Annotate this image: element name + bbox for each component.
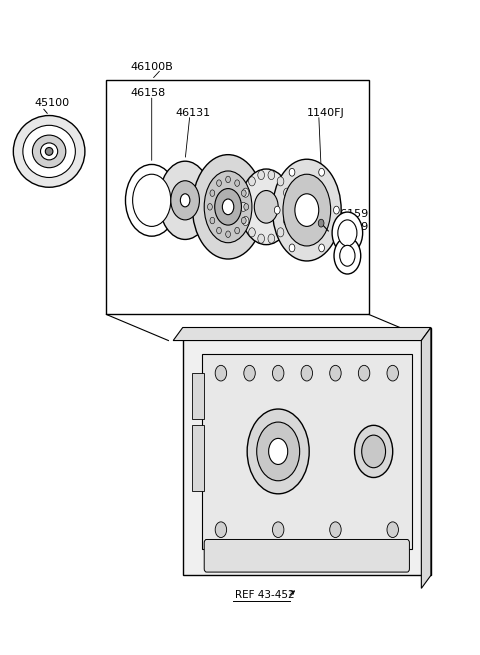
Circle shape xyxy=(330,365,341,381)
Circle shape xyxy=(277,228,284,237)
Circle shape xyxy=(244,204,249,210)
Circle shape xyxy=(289,244,295,252)
Circle shape xyxy=(319,244,324,252)
Ellipse shape xyxy=(40,143,58,160)
Text: 46158: 46158 xyxy=(130,88,166,98)
Circle shape xyxy=(269,438,288,464)
Polygon shape xyxy=(183,328,431,575)
Circle shape xyxy=(207,204,212,210)
Circle shape xyxy=(284,216,290,225)
Ellipse shape xyxy=(23,125,75,178)
Circle shape xyxy=(268,234,275,243)
Circle shape xyxy=(284,188,290,197)
Ellipse shape xyxy=(180,194,190,207)
Circle shape xyxy=(277,177,284,186)
Circle shape xyxy=(215,365,227,381)
Circle shape xyxy=(257,422,300,481)
Polygon shape xyxy=(107,80,369,314)
Ellipse shape xyxy=(332,212,363,253)
Text: 46100B: 46100B xyxy=(130,62,173,72)
Ellipse shape xyxy=(204,171,252,243)
Text: 46131: 46131 xyxy=(176,107,211,117)
Circle shape xyxy=(289,168,295,176)
Text: REF 43-452: REF 43-452 xyxy=(235,590,295,600)
Circle shape xyxy=(330,522,341,538)
Circle shape xyxy=(387,522,398,538)
Ellipse shape xyxy=(13,115,85,187)
Circle shape xyxy=(235,227,240,234)
Circle shape xyxy=(286,202,292,212)
Circle shape xyxy=(241,190,246,196)
Ellipse shape xyxy=(338,220,357,246)
Circle shape xyxy=(216,227,221,234)
Circle shape xyxy=(275,206,280,214)
Bar xyxy=(192,425,204,491)
Circle shape xyxy=(359,365,370,381)
Circle shape xyxy=(258,234,264,243)
Ellipse shape xyxy=(192,155,264,259)
Ellipse shape xyxy=(283,174,331,246)
Ellipse shape xyxy=(159,161,211,240)
Circle shape xyxy=(319,168,324,176)
Circle shape xyxy=(215,522,227,538)
Circle shape xyxy=(242,188,249,197)
Text: 46159: 46159 xyxy=(333,209,368,219)
Circle shape xyxy=(235,180,240,187)
Ellipse shape xyxy=(215,189,241,225)
Circle shape xyxy=(334,206,339,214)
Polygon shape xyxy=(173,328,431,341)
Circle shape xyxy=(242,216,249,225)
Ellipse shape xyxy=(295,194,319,227)
Circle shape xyxy=(247,409,309,494)
Text: 45100: 45100 xyxy=(35,98,70,107)
Ellipse shape xyxy=(334,238,361,274)
Circle shape xyxy=(301,365,312,381)
Polygon shape xyxy=(202,354,412,550)
Circle shape xyxy=(268,170,275,179)
Text: 46159: 46159 xyxy=(333,221,368,232)
Circle shape xyxy=(318,219,324,227)
Circle shape xyxy=(362,435,385,468)
Circle shape xyxy=(273,522,284,538)
Ellipse shape xyxy=(254,191,278,223)
Circle shape xyxy=(210,190,215,196)
Circle shape xyxy=(387,365,398,381)
Ellipse shape xyxy=(171,181,199,220)
Circle shape xyxy=(226,231,230,238)
Text: 1140FJ: 1140FJ xyxy=(307,107,345,117)
Circle shape xyxy=(240,202,247,212)
Circle shape xyxy=(258,170,264,179)
Circle shape xyxy=(273,365,284,381)
Circle shape xyxy=(244,365,255,381)
Bar xyxy=(192,373,204,419)
Circle shape xyxy=(210,217,215,224)
Circle shape xyxy=(241,217,246,224)
Circle shape xyxy=(216,180,221,187)
Polygon shape xyxy=(421,328,431,588)
Circle shape xyxy=(355,425,393,477)
Ellipse shape xyxy=(222,199,234,215)
Ellipse shape xyxy=(45,147,53,155)
Circle shape xyxy=(249,177,255,186)
Ellipse shape xyxy=(273,159,341,261)
Ellipse shape xyxy=(340,246,355,266)
Ellipse shape xyxy=(240,169,292,245)
Ellipse shape xyxy=(125,164,178,236)
Ellipse shape xyxy=(33,135,66,168)
Ellipse shape xyxy=(132,174,171,227)
Circle shape xyxy=(226,176,230,183)
Circle shape xyxy=(249,228,255,237)
FancyBboxPatch shape xyxy=(204,540,409,572)
